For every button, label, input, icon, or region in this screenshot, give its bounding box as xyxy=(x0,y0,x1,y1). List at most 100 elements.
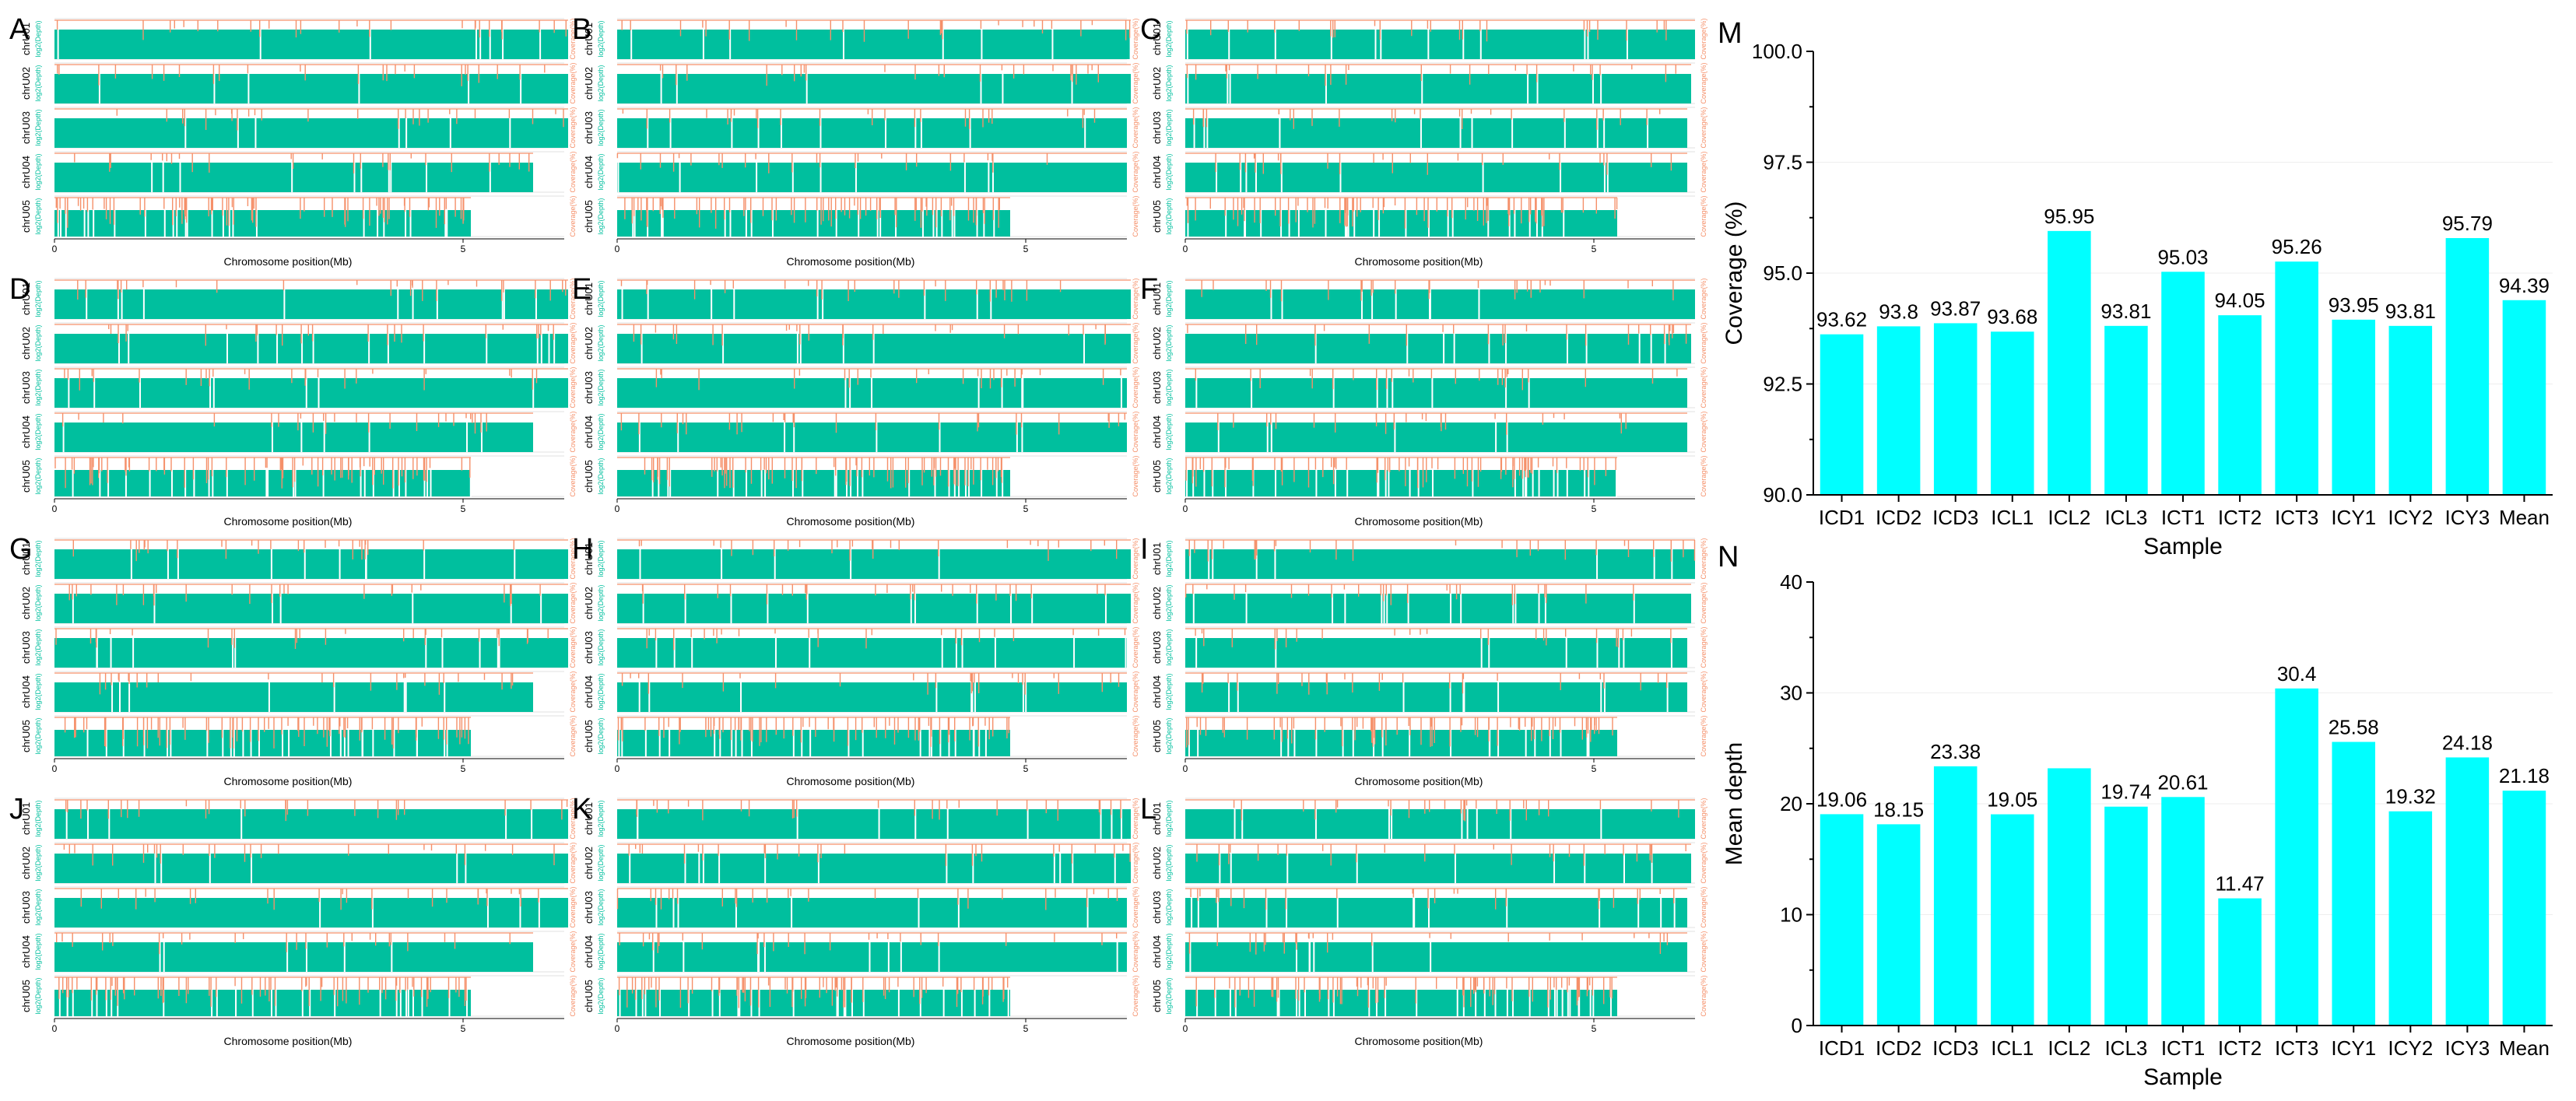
coverage-gap xyxy=(618,730,620,759)
coverage-gap xyxy=(780,118,782,148)
coverage-gap xyxy=(677,898,679,927)
coverage-dips xyxy=(620,280,1062,302)
coverage-gap xyxy=(897,990,900,1019)
x-axis-title: Chromosome position(Mb) xyxy=(1355,1035,1483,1047)
coverage-gap xyxy=(760,470,763,500)
coverage-gap xyxy=(1188,730,1190,759)
coverage-gap xyxy=(1385,470,1387,500)
data-label: 93.95 xyxy=(2329,293,2379,317)
panel-label-F: F xyxy=(1140,273,1158,306)
coverage-gap xyxy=(737,990,739,1019)
coverage-gap xyxy=(163,210,166,240)
coverage-axis-label: Coverage(%) xyxy=(1700,886,1707,927)
chromosome-label: chrU01 xyxy=(583,802,595,835)
coverage-gap xyxy=(1450,730,1452,759)
coverage-gap xyxy=(1187,210,1189,240)
coverage-gap xyxy=(65,809,68,839)
coverage-gap xyxy=(154,854,156,883)
coverage-gap xyxy=(403,682,405,712)
coverage-gap xyxy=(895,210,897,240)
coverage-gap xyxy=(167,549,169,579)
coverage-gap xyxy=(1385,990,1387,1019)
track-chrU04: chrU04 log2(Depth) Coverage(%) xyxy=(20,671,577,712)
coverage-axis-label: Coverage(%) xyxy=(569,931,577,972)
coverage-gap xyxy=(275,990,277,1019)
coverage-gap xyxy=(486,334,488,363)
depth-axis-label: log2(Depth) xyxy=(1165,800,1173,836)
coverage-dips xyxy=(1188,540,1696,562)
coverage-gap xyxy=(1104,594,1107,623)
depth-axis-label: log2(Depth) xyxy=(597,584,605,621)
coverage-dips xyxy=(1196,844,1686,866)
coverage-gap xyxy=(1494,990,1497,1019)
track-chrU02: chrU02 log2(Depth) Coverage(%) xyxy=(583,842,1139,883)
coverage-gap xyxy=(920,118,922,148)
coverage-gap xyxy=(1025,682,1027,712)
coverage-gap xyxy=(1606,163,1609,192)
coverage-gap xyxy=(1603,163,1606,192)
coverage-gap xyxy=(669,470,672,500)
coverage-gap xyxy=(858,210,860,240)
depth-axis-label: log2(Depth) xyxy=(1165,324,1173,361)
coverage-gap xyxy=(876,423,878,452)
coverage-gap xyxy=(655,638,658,668)
coverage-dips xyxy=(68,584,541,606)
coverage-gap xyxy=(479,638,481,668)
depth-axis-label: log2(Depth) xyxy=(1165,369,1173,405)
chromosome-label: chrU04 xyxy=(1151,675,1163,708)
chromosome-label: chrU02 xyxy=(20,67,32,100)
x-tick-label: 0 xyxy=(615,244,620,254)
bar-ICY3 xyxy=(2445,757,2490,1026)
depth-axis-label: log2(Depth) xyxy=(597,800,605,836)
coverage-gap xyxy=(121,289,123,319)
coverage-axis-label: Coverage(%) xyxy=(1132,18,1139,59)
coverage-gap xyxy=(360,163,363,192)
x-tick-label: ICT2 xyxy=(2218,1036,2262,1060)
coverage-dips xyxy=(1186,717,1613,748)
coverage-dips xyxy=(77,280,567,301)
coverage-gap xyxy=(489,163,491,192)
coverage-gap xyxy=(1626,30,1628,59)
coverage-gap xyxy=(503,289,505,319)
depth-axis-label: log2(Depth) xyxy=(1165,673,1173,710)
coverage-gap xyxy=(879,210,882,240)
coverage-gap xyxy=(98,74,100,103)
coverage-gap xyxy=(1637,898,1640,927)
coverage-gap xyxy=(1603,682,1606,712)
coverage-gap xyxy=(1427,898,1430,927)
coverage-gap xyxy=(142,289,145,319)
depth-area xyxy=(617,990,1010,1016)
depth-area xyxy=(54,423,533,452)
coverage-gap xyxy=(1532,470,1534,500)
coverage-gap xyxy=(343,730,346,759)
coverage-gap xyxy=(1600,74,1602,103)
coverage-dips xyxy=(641,584,1106,605)
coverage-gap xyxy=(111,990,113,1019)
bar-Mean xyxy=(2502,791,2546,1026)
coverage-gap xyxy=(954,730,956,759)
coverage-gap xyxy=(900,942,902,972)
track-chrU02: chrU02 log2(Depth) Coverage(%) xyxy=(20,582,577,623)
x-tick-label: ICD2 xyxy=(1876,1036,1921,1060)
coverage-gap xyxy=(711,990,714,1019)
coverage-dips xyxy=(1185,458,1616,489)
coverage-axis-label: Coverage(%) xyxy=(1132,411,1139,452)
chromosome-label: chrU03 xyxy=(1151,111,1163,144)
panel-label-B: B xyxy=(572,13,591,46)
x-tick-label: ICD3 xyxy=(1932,1036,1978,1060)
coverage-gap xyxy=(177,549,179,579)
chromosome-label: chrU04 xyxy=(583,935,595,968)
coverage-gap xyxy=(660,74,662,103)
coverage-gap xyxy=(688,990,690,1019)
coverage-gap xyxy=(1270,289,1272,319)
coverage-dips xyxy=(1201,673,1668,695)
coverage-gap xyxy=(1596,638,1599,668)
x-tick-label: 5 xyxy=(461,1023,466,1034)
coverage-gap xyxy=(677,423,679,452)
coverage-gap xyxy=(1084,118,1086,148)
x-axis-title: Chromosome position(Mb) xyxy=(224,255,353,268)
x-tick-label: ICY2 xyxy=(2388,506,2433,529)
track-chrU01: chrU01 log2(Depth) Coverage(%) xyxy=(20,798,577,839)
coverage-gap xyxy=(1339,163,1342,192)
coverage-gap xyxy=(1314,334,1317,363)
